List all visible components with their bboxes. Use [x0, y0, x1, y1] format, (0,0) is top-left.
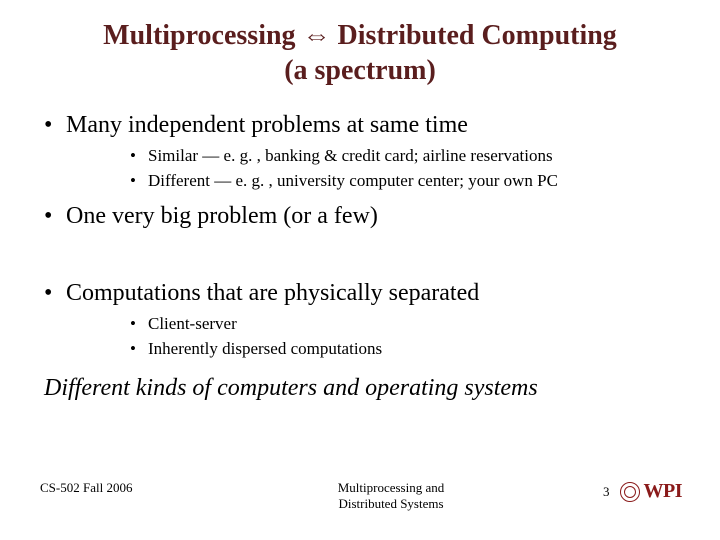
bullet-2: One very big problem (or a few)	[40, 201, 680, 232]
bullet-3: Computations that are physically separat…	[40, 278, 680, 361]
title-line-1: Multiprocessing ⇔ Distributed Computing	[103, 20, 617, 51]
org-name: WPI	[644, 480, 683, 503]
title-line-2: (a spectrum)	[284, 55, 436, 86]
spacer	[40, 240, 680, 278]
bullet-1-sub-2: Different — e. g. , university computer …	[130, 170, 680, 193]
footer: CS-502 Fall 2006 Multiprocessing and Dis…	[0, 480, 720, 520]
bullet-list-2: Computations that are physically separat…	[40, 278, 680, 361]
bullet-2-text: One very big problem (or a few)	[66, 203, 378, 229]
footer-center-line2: Distributed Systems	[338, 496, 443, 511]
bullet-1-text: Many independent problems at same time	[66, 112, 468, 138]
slide-title: Multiprocessing ⇔ Distributed Computing …	[40, 18, 680, 88]
footer-right: 3 WPI	[522, 480, 682, 503]
footnote: Different kinds of computers and operati…	[44, 375, 680, 402]
bullet-1-sublist: Similar — e. g. , banking & credit card;…	[130, 145, 680, 193]
org-logo: WPI	[620, 480, 683, 503]
bullet-1: Many independent problems at same time S…	[40, 110, 680, 193]
page-number: 3	[603, 484, 610, 500]
bullet-list: Many independent problems at same time S…	[40, 110, 680, 232]
bullet-3-sublist: Client-server Inherently dispersed compu…	[130, 313, 680, 361]
bullet-3-text: Computations that are physically separat…	[66, 280, 479, 306]
footer-center: Multiprocessing and Distributed Systems	[260, 480, 522, 511]
bullet-1-sub-1: Similar — e. g. , banking & credit card;…	[130, 145, 680, 168]
footer-left: CS-502 Fall 2006	[40, 480, 260, 496]
footer-center-line1: Multiprocessing and	[338, 480, 445, 495]
bullet-3-sub-1: Client-server	[130, 313, 680, 336]
seal-icon	[620, 482, 640, 502]
bullet-3-sub-2: Inherently dispersed computations	[130, 338, 680, 361]
slide: Multiprocessing ⇔ Distributed Computing …	[0, 0, 720, 540]
